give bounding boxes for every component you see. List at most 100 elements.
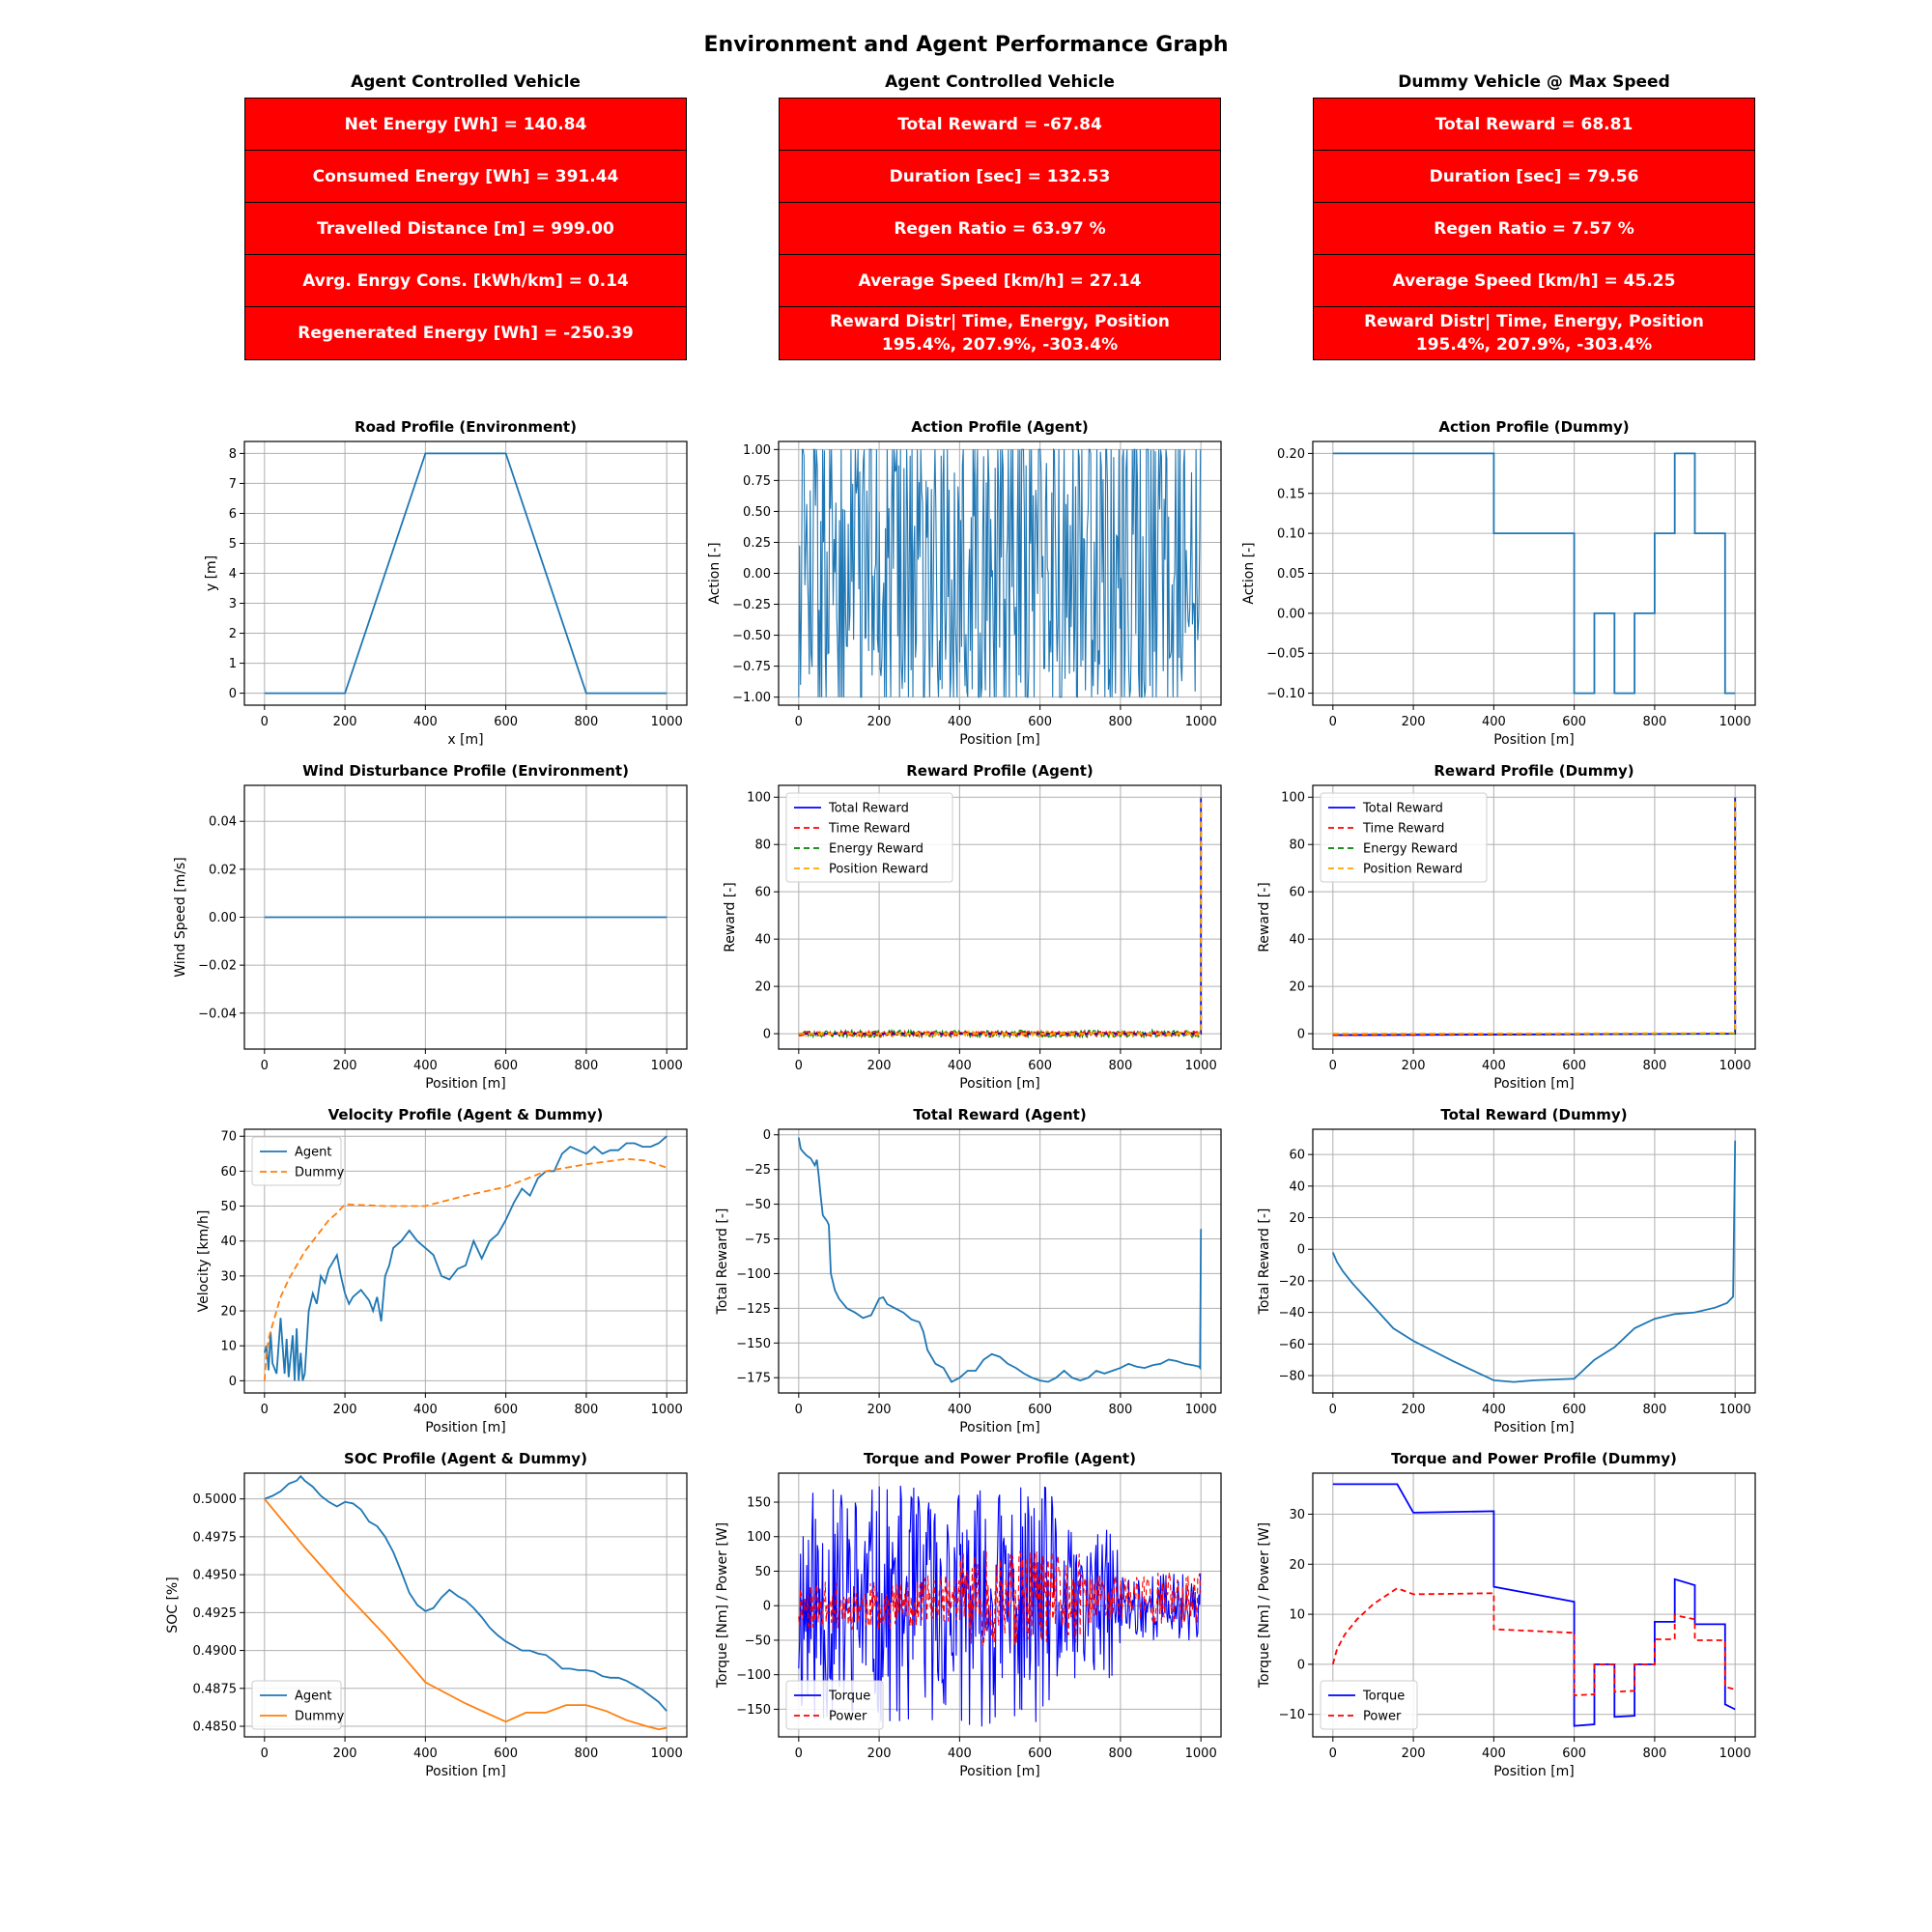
x-tick-label: 800 <box>1108 1747 1132 1761</box>
x-axis-label: Position [m] <box>425 1076 506 1092</box>
x-tick-label: 600 <box>1028 1747 1052 1761</box>
y-tick-label: 40 <box>754 933 771 948</box>
plot-area <box>1332 452 1736 695</box>
axes-title: SOC Profile (Agent & Dummy) <box>344 1450 587 1467</box>
series-line <box>798 797 1203 1035</box>
series-line <box>264 452 668 695</box>
y-tick-label: −80 <box>1279 1370 1305 1384</box>
axes-title: Torque and Power Profile (Agent) <box>864 1450 1136 1467</box>
x-tick-label: 800 <box>574 1403 598 1417</box>
x-tick-label: 400 <box>1482 1747 1506 1761</box>
x-tick-label: 800 <box>1642 1059 1666 1073</box>
x-axis-label: x [m] <box>447 732 483 748</box>
series-noise <box>798 1029 1201 1038</box>
x-tick-label: 1000 <box>1719 1059 1751 1073</box>
stats-cell: Regenerated Energy [Wh] = -250.39 <box>245 307 686 359</box>
x-tick-label: 400 <box>413 1747 438 1761</box>
axes-frame <box>778 1472 1222 1738</box>
series-line <box>1332 1483 1736 1727</box>
series-line <box>1332 452 1736 695</box>
y-tick-label: 0 <box>763 1600 771 1614</box>
legend-label: Dummy <box>295 1710 345 1724</box>
y-tick-label: 80 <box>1289 838 1305 853</box>
legend-label: Time Reward <box>828 822 910 837</box>
axes-title: Torque and Power Profile (Dummy) <box>1391 1450 1677 1467</box>
legend-box <box>1320 792 1488 883</box>
x-tick-label: 800 <box>1642 1403 1666 1417</box>
x-axis-label: Position [m] <box>1493 1420 1575 1435</box>
x-tick-label: 600 <box>1028 1059 1052 1073</box>
x-tick-label: 800 <box>574 1059 598 1073</box>
x-tick-label: 800 <box>1642 1747 1666 1761</box>
x-tick-label: 200 <box>1402 1059 1426 1073</box>
legend-label: Time Reward <box>1362 822 1444 837</box>
y-tick-label: −150 <box>736 1703 771 1718</box>
stats-table: Total Reward = 68.81 Duration [sec] = 79.… <box>1313 98 1755 360</box>
y-tick-label: 0.4975 <box>193 1530 238 1545</box>
axes-title: Total Reward (Dummy) <box>1440 1106 1627 1123</box>
y-tick-label: 0 <box>763 1128 771 1143</box>
y-tick-label: 4 <box>229 567 237 582</box>
y-tick-label: 0 <box>1297 1243 1305 1258</box>
legend-label: Position Reward <box>1363 863 1463 877</box>
x-tick-label: 600 <box>494 1747 518 1761</box>
y-tick-label: −60 <box>1279 1338 1305 1352</box>
x-tick-label: 400 <box>413 1403 438 1417</box>
x-tick-label: 200 <box>1402 1403 1426 1417</box>
y-tick-label: 1.00 <box>743 443 771 458</box>
y-tick-label: −175 <box>736 1372 771 1386</box>
legend-label: Power <box>829 1710 867 1724</box>
y-tick-label: −150 <box>736 1337 771 1351</box>
stats-cell: Duration [sec] = 79.56 <box>1314 151 1754 203</box>
x-axis-label: Position [m] <box>425 1420 506 1435</box>
axes-title: Wind Disturbance Profile (Environment) <box>302 762 629 780</box>
x-tick-label: 400 <box>1482 1059 1506 1073</box>
y-tick-label: −75 <box>745 1233 771 1247</box>
y-tick-label: 40 <box>1289 1179 1305 1194</box>
y-tick-label: 0 <box>1297 1028 1305 1042</box>
x-tick-label: 0 <box>1329 1059 1337 1073</box>
chart-torque_dummy: Torque and Power Profile (Dummy)0 200 400 6… <box>1257 1450 1756 1779</box>
x-tick-label: 600 <box>1028 715 1052 729</box>
chart-total_reward_dummy: Total Reward (Dummy)0 200 400 600 800 1000−80… <box>1257 1106 1756 1435</box>
chart-reward_agent: Reward Profile (Agent) 0 200 400 600 800 1000 0… <box>723 762 1222 1092</box>
y-tick-label: 0 <box>1297 1658 1305 1672</box>
x-tick-label: 600 <box>494 715 518 729</box>
stats-cell: Regen Ratio = 63.97 % <box>780 203 1220 255</box>
table-title: Agent Controlled Vehicle <box>885 72 1115 92</box>
y-tick-label: −50 <box>745 1198 771 1212</box>
legend-label: Torque <box>828 1690 870 1704</box>
y-tick-label: 50 <box>220 1200 237 1214</box>
series-line <box>797 1137 1203 1383</box>
y-tick-label: −20 <box>1279 1274 1305 1289</box>
y-tick-label: 0.5000 <box>193 1492 238 1507</box>
y-tick-label: 10 <box>1289 1608 1305 1623</box>
plot-area <box>264 1474 668 1731</box>
chart-soc: SOC Profile (Agent & Dummy) 0 200 400 600 800… <box>165 1450 688 1779</box>
x-tick-label: 400 <box>948 715 972 729</box>
x-tick-label: 600 <box>1562 1747 1586 1761</box>
legend-label: Agent <box>295 1690 331 1704</box>
stats-cell: Regen Ratio = 7.57 % <box>1314 203 1754 255</box>
axes-title: Reward Profile (Agent) <box>906 762 1094 780</box>
legend: Torque Power <box>785 1680 884 1730</box>
x-tick-label: 600 <box>494 1059 518 1073</box>
x-tick-label: 200 <box>1402 715 1426 729</box>
x-tick-label: 1000 <box>1719 715 1751 729</box>
y-tick-label: −0.05 <box>1266 647 1305 662</box>
chart-action_agent: Action Profile (Agent) 0 200 400 600 800 1000 −… <box>707 418 1222 748</box>
plot-area <box>1331 1483 1736 1727</box>
y-tick-label: 7 <box>229 477 237 492</box>
legend: Agent Dummy <box>251 1136 345 1186</box>
y-tick-label: −0.04 <box>198 1007 237 1021</box>
x-tick-label: 0 <box>1329 1403 1337 1417</box>
x-tick-label: 600 <box>1562 715 1586 729</box>
x-tick-label: 0 <box>1329 715 1337 729</box>
y-tick-label: 80 <box>754 838 771 853</box>
y-tick-label: −0.02 <box>198 959 237 974</box>
x-tick-label: 1000 <box>1185 1747 1217 1761</box>
x-tick-label: 1000 <box>1185 1059 1217 1073</box>
axes-frame <box>778 784 1222 1050</box>
stats-cell: Average Speed [km/h] = 45.25 <box>1314 255 1754 307</box>
